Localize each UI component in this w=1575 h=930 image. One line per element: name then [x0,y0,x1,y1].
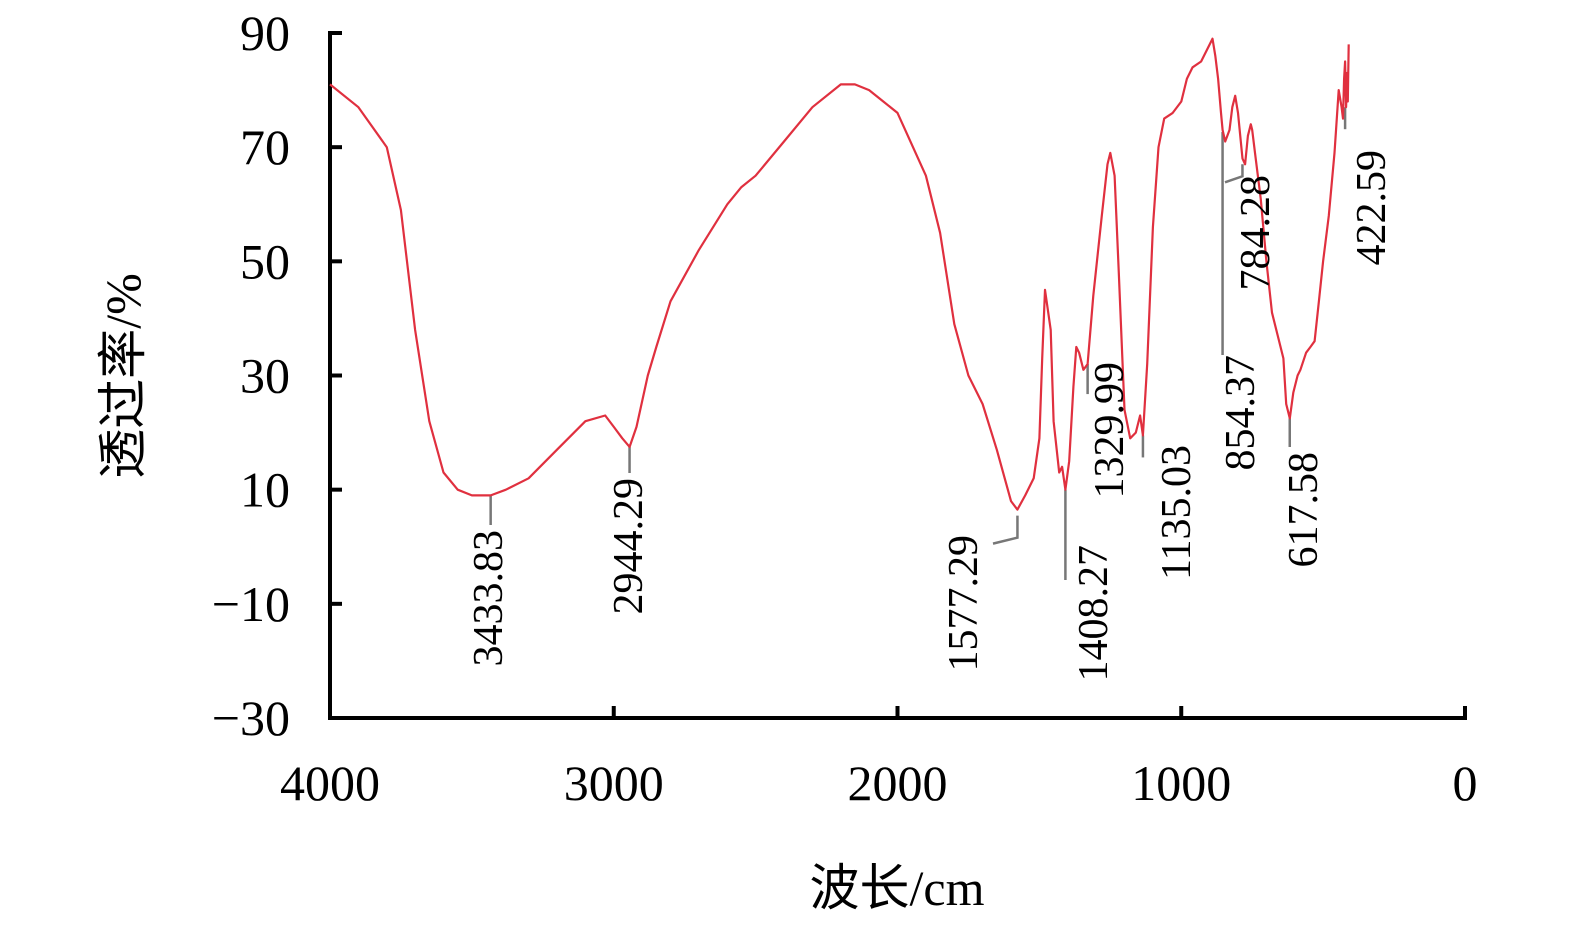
peak-annotations: 3433.83 2944.29 1577.29 1408.27 1329.99 1135.… [466,150,1395,682]
peak-label-2944-29: 2944.29 [606,478,652,615]
chart-axes: 90 70 50 30 10 −10 −30 4000 3000 2000 1000 0 [212,5,1478,811]
peak-label-text: 617.58 [1281,452,1327,568]
y-tick-label: 90 [240,5,290,61]
y-tick-label: −10 [212,576,290,632]
x-tick-label: 3000 [564,755,664,811]
peak-leader [1224,164,1244,184]
transmittance-series-line [329,37,1350,511]
peak-label-text: 784.28 [1233,175,1279,291]
x-axis-title: 波长/cm [810,860,985,916]
y-tick-label: 50 [240,233,290,289]
peak-label-854-37: 854.37 [1218,355,1264,471]
peak-label-text: 1329.99 [1087,362,1133,499]
peak-label-617-58: 617.58 [1281,452,1327,568]
peak-label-text: 854.37 [1218,355,1264,471]
y-axis-title: 透过率/% [95,273,151,479]
peak-leader [992,515,1019,545]
y-tick-label: 10 [240,462,290,518]
peak-label-text: 1135.03 [1154,445,1200,580]
peak-label-422-59: 422.59 [1349,150,1395,266]
peak-leader-lines [489,107,1347,580]
peak-label-text: 1577.29 [941,535,987,672]
y-tick-label: −30 [212,690,290,746]
y-tick-label: 70 [240,119,290,175]
x-tick-label: 2000 [848,755,948,811]
y-tick-label: 30 [240,348,290,404]
peak-label-1577-29: 1577.29 [941,535,987,672]
peak-label-1135-03: 1135.03 [1154,445,1200,580]
x-tick-label: 4000 [280,755,380,811]
peak-label-3433-83: 3433.83 [466,530,512,667]
x-tick-label: 0 [1453,755,1478,811]
peak-label-1408-27: 1408.27 [1071,545,1117,682]
peak-label-text: 1408.27 [1071,545,1117,682]
peak-label-1329-99: 1329.99 [1087,362,1133,499]
peak-label-text: 2944.29 [606,478,652,615]
peak-label-text: 422.59 [1349,150,1395,266]
peak-label-784-28: 784.28 [1233,175,1279,291]
peak-label-text: 3433.83 [466,530,512,667]
x-tick-label: 1000 [1131,755,1231,811]
